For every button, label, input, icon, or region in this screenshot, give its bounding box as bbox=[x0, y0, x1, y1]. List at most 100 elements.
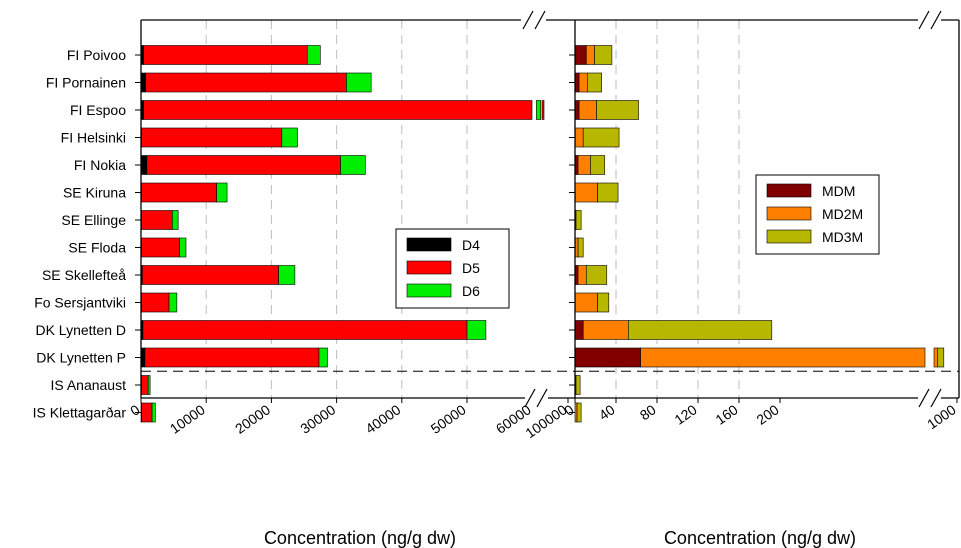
bar-d5 bbox=[141, 292, 170, 313]
x-tick-label: 20000 bbox=[232, 401, 273, 437]
legend-label-d6: D6 bbox=[462, 283, 480, 299]
bar-d6 bbox=[466, 320, 487, 340]
x-tick-label: 40000 bbox=[362, 401, 403, 437]
bar-d5 bbox=[144, 347, 320, 368]
bar-d6 bbox=[306, 45, 321, 65]
bar-d6 bbox=[216, 182, 228, 203]
x-tick-label: 0 bbox=[127, 401, 143, 419]
legend-swatch-d5 bbox=[406, 260, 452, 275]
bars-right bbox=[574, 45, 945, 423]
bar-md2m bbox=[640, 347, 926, 368]
bar-md3m bbox=[627, 320, 773, 340]
category-label: FI Nokia bbox=[74, 157, 126, 173]
x-axis-title-right: Concentration (ng/g dw) bbox=[664, 528, 856, 548]
legend-swatch-d4 bbox=[406, 237, 452, 252]
bar-d6 bbox=[318, 347, 328, 368]
legend-label-md3m: MD3M bbox=[822, 229, 863, 245]
grid-right bbox=[615, 20, 740, 398]
bar-d5 bbox=[142, 320, 468, 340]
x-tick-label: 120 bbox=[671, 401, 699, 428]
category-label: SE Skellefteå bbox=[42, 267, 126, 283]
bar-md3m bbox=[596, 100, 639, 120]
bar-md3m bbox=[597, 182, 619, 203]
bar-d5 bbox=[141, 127, 283, 148]
legend-left: D4 D5 D6 bbox=[395, 228, 510, 309]
bar-d5 bbox=[141, 210, 173, 230]
x-tick-label: 50000 bbox=[428, 401, 469, 437]
bar-mdm bbox=[574, 320, 584, 340]
bar-d6 bbox=[168, 292, 178, 313]
legend-swatch-mdm bbox=[766, 183, 812, 198]
bar-d6 bbox=[147, 375, 151, 395]
category-label: Fo Sersjantviki bbox=[34, 295, 126, 311]
bar-d6 bbox=[171, 210, 179, 230]
bar-d5 bbox=[143, 45, 308, 65]
bar-md2m bbox=[574, 127, 584, 148]
category-label: FI Pornainen bbox=[46, 75, 126, 91]
bar-d6 bbox=[278, 265, 296, 285]
x-tick-label: 200 bbox=[753, 401, 781, 428]
category-labels: FI Poivoo FI Pornainen FI Espoo FI Helsinki… bbox=[33, 47, 127, 421]
x-tick-label: 30000 bbox=[297, 401, 338, 437]
category-label: SE Floda bbox=[68, 240, 126, 256]
bar-md2m bbox=[578, 72, 588, 93]
bar-md2m bbox=[582, 320, 629, 340]
bar-d5 bbox=[146, 155, 341, 175]
axis-breaks bbox=[522, 10, 942, 408]
category-label: DK Lynetten D bbox=[35, 322, 126, 338]
bar-md2m bbox=[578, 100, 597, 120]
bar-md3m bbox=[582, 127, 620, 148]
legend-label-md2m: MD2M bbox=[822, 206, 863, 222]
legend-swatch-md3m bbox=[766, 229, 812, 244]
bar-d6 bbox=[281, 127, 298, 148]
bar-md3m bbox=[937, 347, 945, 368]
bar-md2m bbox=[574, 182, 598, 203]
bar-md3m bbox=[594, 45, 613, 65]
x-tick-label: 10000 bbox=[167, 401, 208, 437]
plot-frame bbox=[135, 19, 960, 413]
legend-swatch-md2m bbox=[766, 206, 812, 221]
bar-d5 bbox=[541, 100, 545, 120]
x-ticks-right: 0 40 80 120 160 200 1000 bbox=[561, 398, 959, 432]
category-label: FI Espoo bbox=[70, 102, 126, 118]
category-label: SE Kiruna bbox=[63, 185, 126, 201]
bar-md3m bbox=[597, 292, 610, 313]
bar-md2m bbox=[585, 45, 595, 65]
category-label: DK Lynetten P bbox=[36, 350, 126, 366]
bar-md3m bbox=[590, 155, 606, 175]
bar-d5 bbox=[142, 265, 279, 285]
bar-md2m bbox=[933, 347, 939, 368]
bar-mdm bbox=[574, 347, 641, 368]
x-axis-title-left: Concentration (ng/g dw) bbox=[264, 528, 456, 548]
bar-d5 bbox=[143, 100, 533, 120]
bar-d6 bbox=[346, 72, 372, 93]
bars-left bbox=[140, 45, 545, 423]
legend-swatch-d6 bbox=[406, 283, 452, 298]
category-label: FI Helsinki bbox=[61, 130, 126, 146]
bar-d5 bbox=[141, 402, 153, 423]
category-label: SE Ellinge bbox=[61, 212, 126, 228]
x-tick-label: 40 bbox=[596, 401, 618, 423]
legend-label-mdm: MDM bbox=[822, 183, 855, 199]
legend-label-d5: D5 bbox=[462, 260, 480, 276]
bar-d6 bbox=[536, 100, 541, 120]
bar-md2m bbox=[574, 292, 598, 313]
bar-md3m bbox=[585, 265, 608, 285]
category-label: FI Poivoo bbox=[67, 47, 126, 63]
category-label: IS Klettagarðar bbox=[33, 405, 127, 421]
bar-md3m bbox=[586, 72, 602, 93]
x-tick-label: 80 bbox=[637, 401, 659, 423]
bar-md3m bbox=[577, 237, 584, 258]
bar-d6 bbox=[179, 237, 187, 258]
bar-d5 bbox=[141, 375, 149, 395]
bar-d4 bbox=[140, 72, 146, 93]
bar-md2m bbox=[577, 155, 591, 175]
bar-md3m bbox=[576, 402, 582, 423]
bar-d5 bbox=[145, 72, 347, 93]
bar-d6 bbox=[151, 402, 156, 423]
legend-label-d4: D4 bbox=[462, 237, 480, 253]
category-label: IS Ananaust bbox=[50, 377, 126, 393]
bar-d5 bbox=[141, 237, 180, 258]
